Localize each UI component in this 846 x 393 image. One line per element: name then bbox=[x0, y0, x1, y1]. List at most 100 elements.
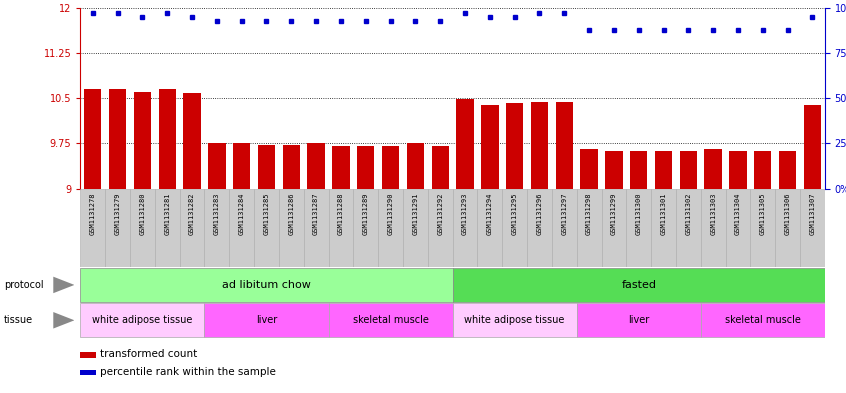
Bar bbox=[109, 89, 126, 189]
Bar bbox=[503, 189, 527, 267]
Bar bbox=[229, 189, 254, 267]
Text: protocol: protocol bbox=[4, 280, 44, 290]
Bar bbox=[530, 102, 548, 189]
Bar bbox=[403, 189, 428, 267]
Bar bbox=[651, 189, 676, 267]
Text: GSM1131296: GSM1131296 bbox=[536, 193, 542, 235]
Bar bbox=[80, 303, 205, 337]
Text: percentile rank within the sample: percentile rank within the sample bbox=[100, 367, 276, 377]
Bar bbox=[506, 103, 524, 189]
Bar bbox=[676, 189, 700, 267]
Text: GSM1131301: GSM1131301 bbox=[661, 193, 667, 235]
Bar bbox=[552, 189, 577, 267]
Bar bbox=[254, 189, 279, 267]
Text: fasted: fasted bbox=[621, 280, 656, 290]
Bar bbox=[453, 189, 477, 267]
Text: GSM1131307: GSM1131307 bbox=[810, 193, 816, 235]
Bar bbox=[184, 94, 201, 189]
Bar bbox=[105, 189, 130, 267]
Bar bbox=[354, 189, 378, 267]
Text: white adipose tissue: white adipose tissue bbox=[464, 315, 565, 325]
Bar bbox=[577, 303, 700, 337]
Bar bbox=[304, 189, 328, 267]
Text: GSM1131298: GSM1131298 bbox=[586, 193, 592, 235]
Bar bbox=[453, 268, 825, 302]
Text: GSM1131305: GSM1131305 bbox=[760, 193, 766, 235]
Bar bbox=[754, 151, 772, 189]
Text: GSM1131286: GSM1131286 bbox=[288, 193, 294, 235]
Bar bbox=[332, 147, 349, 189]
Bar bbox=[456, 99, 474, 189]
Text: GSM1131280: GSM1131280 bbox=[140, 193, 146, 235]
Text: GSM1131297: GSM1131297 bbox=[561, 193, 568, 235]
Bar bbox=[158, 89, 176, 189]
Bar bbox=[626, 189, 651, 267]
Text: GSM1131281: GSM1131281 bbox=[164, 193, 170, 235]
Text: liver: liver bbox=[255, 315, 277, 325]
Bar bbox=[80, 189, 105, 267]
Bar bbox=[357, 147, 375, 189]
Bar bbox=[700, 189, 726, 267]
Bar bbox=[155, 189, 179, 267]
Bar bbox=[233, 143, 250, 189]
Text: GSM1131283: GSM1131283 bbox=[214, 193, 220, 235]
Bar bbox=[630, 151, 647, 189]
Bar bbox=[577, 189, 602, 267]
Bar bbox=[605, 151, 623, 189]
Bar bbox=[481, 105, 498, 189]
Text: GSM1131302: GSM1131302 bbox=[685, 193, 691, 235]
Bar bbox=[130, 189, 155, 267]
Bar bbox=[775, 189, 800, 267]
Bar bbox=[655, 151, 673, 189]
Text: GSM1131300: GSM1131300 bbox=[635, 193, 642, 235]
Bar bbox=[382, 147, 399, 189]
Text: GSM1131284: GSM1131284 bbox=[239, 193, 244, 235]
Text: liver: liver bbox=[628, 315, 650, 325]
Bar bbox=[258, 145, 275, 189]
Bar bbox=[779, 151, 796, 189]
Bar bbox=[477, 189, 503, 267]
Bar bbox=[279, 189, 304, 267]
Bar bbox=[726, 189, 750, 267]
Text: GSM1131299: GSM1131299 bbox=[611, 193, 617, 235]
Text: transformed count: transformed count bbox=[100, 349, 197, 360]
Bar bbox=[804, 105, 821, 189]
Polygon shape bbox=[53, 312, 74, 329]
Bar bbox=[750, 189, 775, 267]
Bar bbox=[800, 189, 825, 267]
Bar bbox=[705, 149, 722, 189]
Text: GSM1131292: GSM1131292 bbox=[437, 193, 443, 235]
Bar bbox=[208, 143, 226, 189]
Bar bbox=[134, 92, 151, 189]
Bar bbox=[205, 303, 328, 337]
Text: GSM1131294: GSM1131294 bbox=[486, 193, 493, 235]
Bar bbox=[328, 189, 354, 267]
Text: GSM1131287: GSM1131287 bbox=[313, 193, 319, 235]
Text: tissue: tissue bbox=[4, 315, 33, 325]
Bar bbox=[527, 189, 552, 267]
Polygon shape bbox=[53, 277, 74, 293]
Bar bbox=[378, 189, 403, 267]
Bar bbox=[700, 303, 825, 337]
Text: GSM1131279: GSM1131279 bbox=[114, 193, 121, 235]
Text: GSM1131295: GSM1131295 bbox=[512, 193, 518, 235]
Text: GSM1131303: GSM1131303 bbox=[710, 193, 717, 235]
Text: GSM1131282: GSM1131282 bbox=[189, 193, 195, 235]
Text: GSM1131293: GSM1131293 bbox=[462, 193, 468, 235]
Text: GSM1131304: GSM1131304 bbox=[735, 193, 741, 235]
Bar bbox=[428, 189, 453, 267]
Bar bbox=[679, 151, 697, 189]
Bar bbox=[729, 151, 747, 189]
Bar bbox=[580, 149, 598, 189]
Bar bbox=[556, 102, 573, 189]
Text: GSM1131306: GSM1131306 bbox=[784, 193, 791, 235]
Text: GSM1131290: GSM1131290 bbox=[387, 193, 393, 235]
Text: GSM1131278: GSM1131278 bbox=[90, 193, 96, 235]
Text: ad libitum chow: ad libitum chow bbox=[222, 280, 311, 290]
Bar bbox=[328, 303, 453, 337]
Text: skeletal muscle: skeletal muscle bbox=[725, 315, 801, 325]
Text: GSM1131289: GSM1131289 bbox=[363, 193, 369, 235]
Bar bbox=[80, 268, 453, 302]
Bar bbox=[453, 303, 577, 337]
Text: skeletal muscle: skeletal muscle bbox=[353, 315, 429, 325]
